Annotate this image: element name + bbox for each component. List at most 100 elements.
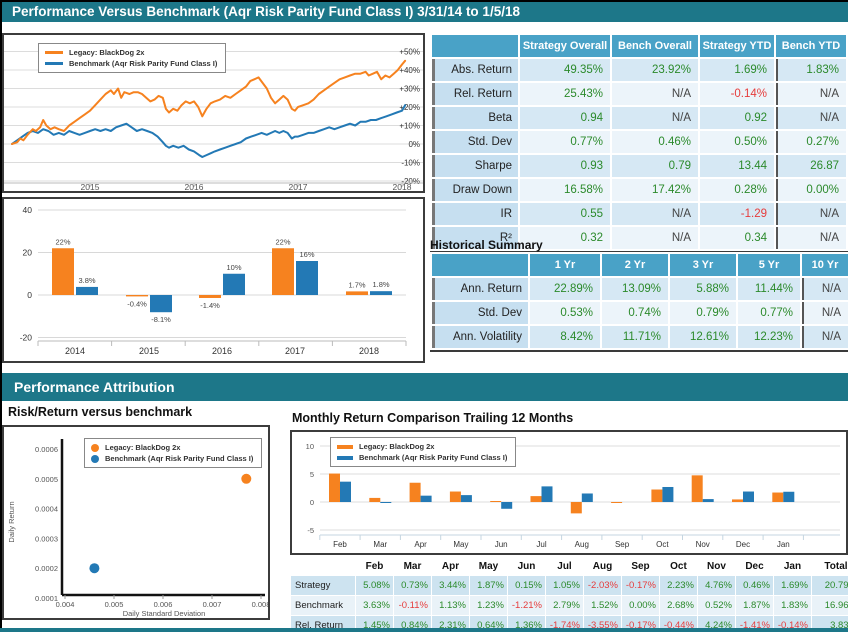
corner-cell: [432, 254, 528, 276]
value-cell: N/A: [802, 302, 848, 324]
svg-text:2018: 2018: [359, 346, 379, 356]
top-border: [0, 0, 848, 2]
table-row: Std. Dev 0.53% 0.74% 0.79% 0.77% N/A: [432, 302, 848, 324]
value-cell: N/A: [776, 227, 846, 249]
strategy-line-swatch: [45, 51, 63, 54]
value-cell: 1.83%: [776, 59, 846, 81]
value-cell: 4.76%: [698, 576, 735, 595]
value-cell: 1.23%: [470, 596, 507, 615]
svg-text:0.006: 0.006: [154, 600, 173, 609]
svg-text:May: May: [453, 540, 468, 549]
svg-text:2018: 2018: [393, 182, 412, 191]
svg-text:0.0005: 0.0005: [35, 475, 58, 484]
value-cell: 11.44%: [738, 278, 800, 300]
legend-strategy-label: Legacy: BlackDog 2x: [105, 443, 181, 452]
value-cell: 26.87: [776, 155, 846, 177]
svg-text:40: 40: [23, 205, 33, 215]
value-cell: 25.43%: [520, 83, 610, 105]
column-header: 1 Yr: [530, 254, 600, 276]
row-label: Rel. Return: [432, 83, 518, 105]
svg-text:2014: 2014: [65, 346, 85, 356]
value-cell: 0.28%: [700, 179, 774, 201]
svg-text:2016: 2016: [212, 346, 232, 356]
value-cell: 12.61%: [670, 326, 736, 348]
column-header: Oct: [660, 558, 697, 575]
legend-item-strategy: Legacy: BlackDog 2x: [45, 47, 217, 58]
corner-cell: [291, 558, 355, 575]
column-header: Bench YTD: [776, 35, 846, 57]
value-cell: 0.79%: [670, 302, 736, 324]
value-cell: 1.87%: [470, 576, 507, 595]
row-label: Strategy: [291, 576, 355, 595]
value-cell: 0.15%: [508, 576, 545, 595]
historical-summary-table: 1 Yr 2 Yr 3 Yr 5 Yr 10 Yr Ann. Return 22.89% 13…: [430, 252, 848, 352]
svg-text:10%: 10%: [226, 263, 241, 272]
value-cell: N/A: [776, 83, 846, 105]
benchmark-dot-swatch: [91, 454, 99, 463]
column-header: 10 Yr: [802, 254, 848, 276]
value-cell: 12.23%: [738, 326, 800, 348]
column-header: May: [470, 558, 507, 575]
svg-text:22%: 22%: [275, 237, 290, 246]
column-header: Jan: [774, 558, 811, 575]
svg-text:Mar: Mar: [373, 540, 387, 549]
svg-text:Dec: Dec: [736, 540, 750, 549]
value-cell: N/A: [802, 278, 848, 300]
table-row: R² 0.32 N/A 0.34 N/A: [432, 227, 846, 249]
legend-item-strategy: Legacy: BlackDog 2x: [91, 442, 253, 453]
svg-text:2017: 2017: [289, 182, 308, 191]
column-header: Dec: [736, 558, 773, 575]
svg-text:Nov: Nov: [696, 540, 710, 549]
annual-returns-bar-chart: -20 0 20 40 2014 2015 2016 2017 2018 22% -0.4% -1.4…: [2, 197, 425, 363]
monthly-return-title: Monthly Return Comparison Trailing 12 Mo…: [292, 411, 574, 425]
value-cell: 23.92%: [612, 59, 698, 81]
value-cell: 13.09%: [602, 278, 668, 300]
svg-text:20: 20: [23, 248, 33, 258]
svg-text:2017: 2017: [285, 346, 305, 356]
risk-return-title: Risk/Return versus benchmark: [8, 405, 193, 419]
value-cell: 8.42%: [530, 326, 600, 348]
table-row: Ann. Volatility 8.42% 11.71% 12.61% 12.23% N/…: [432, 326, 848, 348]
page-title: Performance Versus Benchmark (Aqr Risk P…: [2, 2, 848, 22]
table-row: Draw Down 16.58% 17.42% 0.28% 0.00%: [432, 179, 846, 201]
svg-text:+40%: +40%: [399, 66, 420, 75]
row-label: Ann. Volatility: [432, 326, 528, 348]
value-cell: 0.55: [520, 203, 610, 225]
row-label: Beta: [432, 107, 518, 129]
metrics-table: Strategy Overall Bench Overall Strategy YT…: [430, 33, 848, 253]
value-cell: 20.79%: [812, 576, 848, 595]
legend-item-benchmark: Benchmark (Aqr Risk Parity Fund Class I): [337, 452, 507, 463]
row-label: Sharpe: [432, 155, 518, 177]
svg-text:0.0001: 0.0001: [35, 594, 58, 603]
column-header: Strategy Overall: [520, 35, 610, 57]
table-row: Std. Dev 0.77% 0.46% 0.50% 0.27%: [432, 131, 846, 153]
column-header: Jul: [546, 558, 583, 575]
svg-text:+30%: +30%: [399, 85, 420, 94]
row-label: Std. Dev: [432, 131, 518, 153]
svg-text:2015: 2015: [139, 346, 159, 356]
value-cell: 0.53%: [530, 302, 600, 324]
chart-legend: Legacy: BlackDog 2x Benchmark (Aqr Risk …: [84, 438, 263, 468]
left-border: [0, 0, 2, 632]
row-label: IR: [432, 203, 518, 225]
value-cell: 11.71%: [602, 326, 668, 348]
value-cell: -0.14%: [700, 83, 774, 105]
value-cell: 0.50%: [700, 131, 774, 153]
svg-text:+20%: +20%: [399, 103, 420, 112]
monthly-returns-table: Feb Mar Apr May Jun Jul Aug Sep Oct Nov Dec Jan Tota…: [290, 557, 848, 632]
value-cell: N/A: [776, 107, 846, 129]
svg-text:Sep: Sep: [615, 540, 630, 549]
column-header: 2 Yr: [602, 254, 668, 276]
row-label: Std. Dev: [432, 302, 528, 324]
table-header-row: Feb Mar Apr May Jun Jul Aug Sep Oct Nov Dec Jan Tota…: [291, 558, 848, 575]
svg-text:0.0002: 0.0002: [35, 564, 58, 573]
svg-text:1.7%: 1.7%: [348, 280, 365, 289]
column-header: Bench Overall: [612, 35, 698, 57]
svg-text:Feb: Feb: [333, 540, 347, 549]
svg-text:0.005: 0.005: [105, 600, 124, 609]
svg-text:-8.1%: -8.1%: [151, 315, 171, 324]
svg-text:0.0004: 0.0004: [35, 505, 58, 514]
value-cell: N/A: [612, 203, 698, 225]
value-cell: 16.96%: [812, 596, 848, 615]
